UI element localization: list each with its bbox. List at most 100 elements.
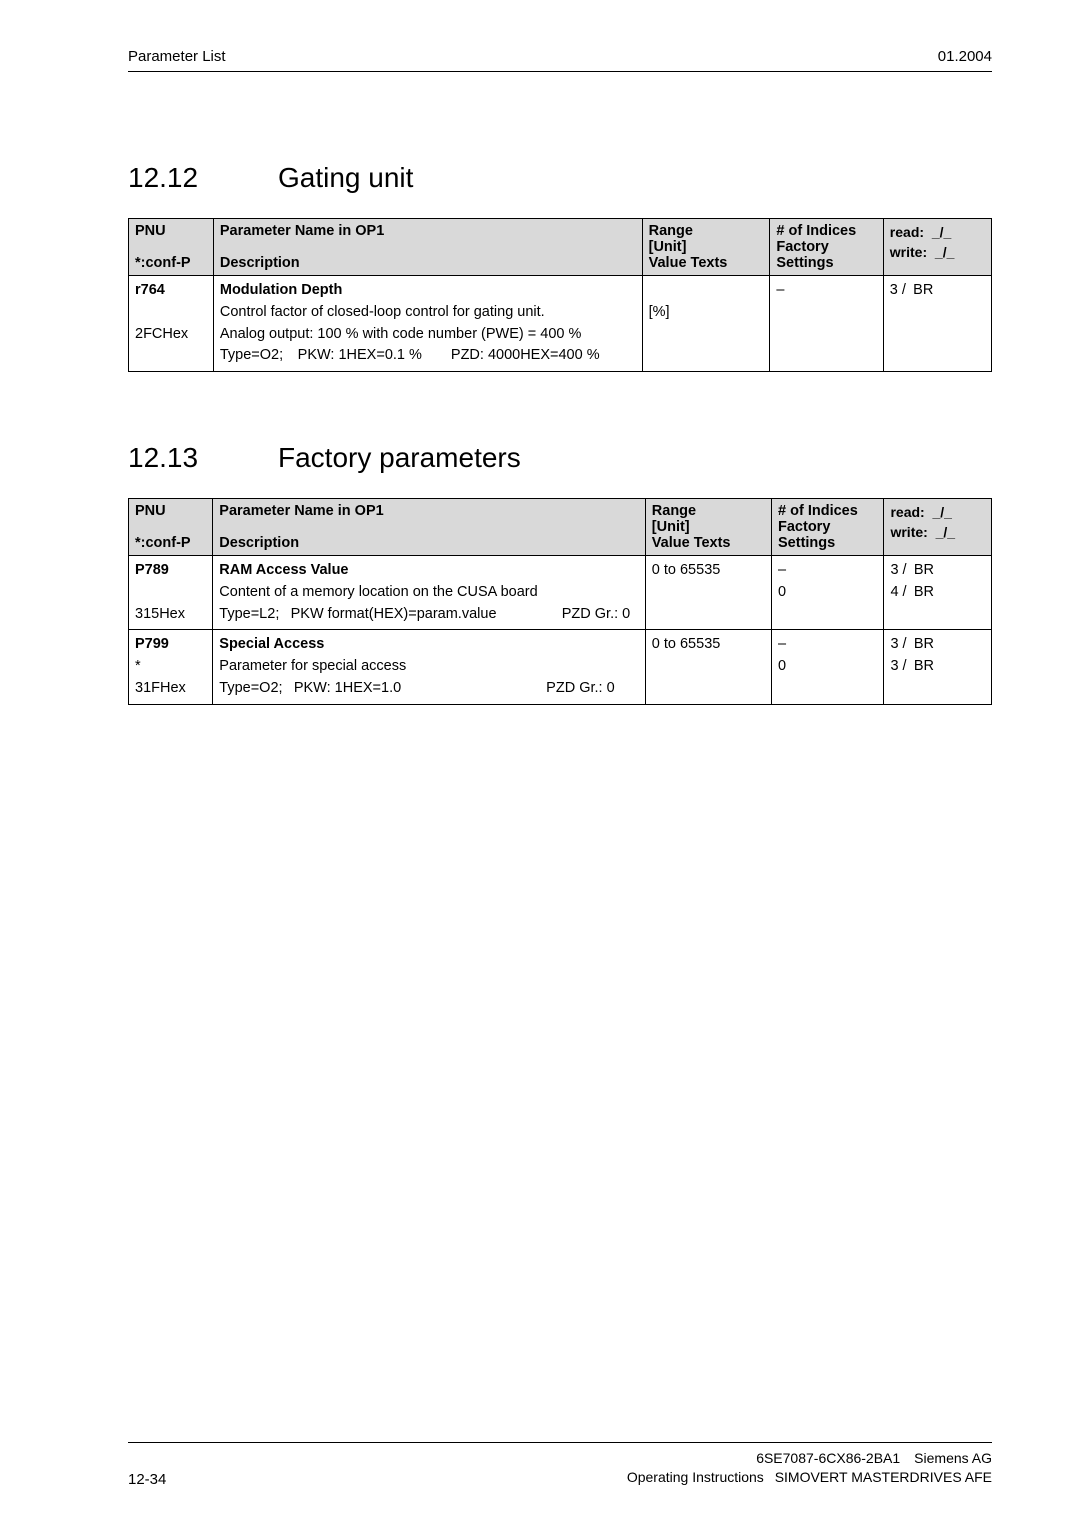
th-range-label: Range: [652, 503, 696, 519]
th-write-suffix: _/_: [935, 244, 954, 260]
rw-value: 4 / BR: [890, 584, 934, 600]
cell-range: 0 to 65535: [645, 556, 771, 630]
ind-line: –: [778, 562, 786, 578]
table-row: P799 * 31FHex Special Access Parameter f…: [129, 630, 992, 704]
param-title: Modulation Depth: [220, 282, 342, 298]
range-line: [%]: [649, 304, 670, 320]
pnu-hex: 315Hex: [135, 606, 185, 622]
section-title: Factory parameters: [278, 442, 521, 473]
cell-rw: 3 / BR 3 / BR: [884, 630, 992, 704]
table-factory-parameters: PNU *:conf-P Parameter Name in OP1 Descr…: [128, 498, 992, 705]
ind-line: 0: [778, 584, 786, 600]
th-ind-sub1: Factory: [778, 519, 830, 535]
th-write-suffix: _/_: [936, 524, 955, 540]
footer-bar: 12-34 6SE7087-6CX86-2BA1 Siemens AG Oper…: [128, 1442, 992, 1488]
footer-right: 6SE7087-6CX86-2BA1 Siemens AG Operating …: [627, 1449, 992, 1488]
th-write-label: write:: [890, 524, 927, 540]
section-heading-12-12: 12.12Gating unit: [128, 162, 992, 194]
th-pnu: PNU *:conf-P: [129, 219, 214, 276]
cell-rw: 3 / BR: [883, 276, 991, 372]
ind-line: –: [776, 282, 784, 298]
pnu-code: r764: [135, 282, 165, 298]
th-name: Parameter Name in OP1 Description: [213, 499, 646, 556]
cell-rw: 3 / BR 4 / BR: [884, 556, 992, 630]
desc-line: Parameter for special access: [219, 658, 406, 674]
range-line: 0 to 65535: [652, 636, 721, 652]
th-read-suffix: _/_: [932, 504, 951, 520]
section-num: 12.12: [128, 162, 278, 194]
desc-line: Type=O2; PKW: 1HEX=1.0 PZD Gr.: 0: [219, 680, 614, 696]
th-range: Range [Unit] Value Texts: [642, 219, 770, 276]
rw-value: 3 / BR: [890, 282, 934, 298]
th-range-sub2: Value Texts: [652, 535, 731, 551]
cell-desc: Modulation Depth Control factor of close…: [213, 276, 642, 372]
th-range: Range [Unit] Value Texts: [645, 499, 771, 556]
desc-line: Content of a memory location on the CUSA…: [219, 584, 537, 600]
th-ind-sub2: Settings: [778, 535, 835, 551]
param-title: RAM Access Value: [219, 562, 348, 578]
section-heading-12-13: 12.13Factory parameters: [128, 442, 992, 474]
th-ind-label: # of Indices: [778, 503, 858, 519]
th-ind-sub2: Settings: [776, 255, 833, 271]
cell-desc: Special Access Parameter for special acc…: [213, 630, 646, 704]
section-num: 12.13: [128, 442, 278, 474]
th-range-label: Range: [649, 223, 693, 239]
desc-line: Analog output: 100 % with code number (P…: [220, 326, 582, 342]
cell-indices: – 0: [772, 630, 884, 704]
th-indices: # of Indices Factory Settings: [772, 499, 884, 556]
th-range-sub1: [Unit]: [649, 239, 687, 255]
cell-pnu: P799 * 31FHex: [129, 630, 213, 704]
th-pnu-sub: *:conf-P: [135, 255, 191, 271]
desc-line: Type=L2; PKW format(HEX)=param.value PZD…: [219, 606, 630, 622]
footer-code: 6SE7087-6CX86-2BA1 Siemens AG: [627, 1449, 992, 1469]
param-title: Special Access: [219, 636, 324, 652]
rw-value: 3 / BR: [890, 562, 934, 578]
cell-indices: – 0: [772, 556, 884, 630]
cell-range: 0 to 65535: [645, 630, 771, 704]
ind-line: –: [778, 636, 786, 652]
cell-range: [%]: [642, 276, 770, 372]
cell-pnu: r764 2FCHex: [129, 276, 214, 372]
header-right: 01.2004: [938, 48, 992, 65]
cell-indices: –: [770, 276, 883, 372]
rw-value: 3 / BR: [890, 658, 934, 674]
pnu-hex: 31FHex: [135, 680, 186, 696]
th-rw: read: _/_ write: _/_: [883, 219, 991, 276]
th-rw: read: _/_ write: _/_: [884, 499, 992, 556]
header-left: Parameter List: [128, 48, 226, 65]
pnu-code: P799: [135, 636, 169, 652]
page-number: 12-34: [128, 1471, 166, 1488]
desc-line: Control factor of closed-loop control fo…: [220, 304, 545, 320]
th-indices: # of Indices Factory Settings: [770, 219, 883, 276]
th-range-sub2: Value Texts: [649, 255, 728, 271]
th-name-sub: Description: [220, 255, 300, 271]
desc-line: Type=O2; PKW: 1HEX=0.1 % PZD: 4000HEX=40…: [220, 347, 600, 363]
th-ind-sub1: Factory: [776, 239, 828, 255]
th-ind-label: # of Indices: [776, 223, 856, 239]
cell-desc: RAM Access Value Content of a memory loc…: [213, 556, 646, 630]
th-name-label: Parameter Name in OP1: [219, 503, 383, 519]
th-name-sub: Description: [219, 535, 299, 551]
th-pnu: PNU *:conf-P: [129, 499, 213, 556]
th-pnu-label: PNU: [135, 223, 166, 239]
table-gating-unit: PNU *:conf-P Parameter Name in OP1 Descr…: [128, 218, 992, 372]
th-write-label: write:: [890, 244, 927, 260]
pnu-mid: *: [135, 658, 141, 674]
range-line: 0 to 65535: [652, 562, 721, 578]
th-read-suffix: _/_: [932, 224, 951, 240]
rw-value: 3 / BR: [890, 636, 934, 652]
table-row: r764 2FCHex Modulation Depth Control fac…: [129, 276, 992, 372]
cell-pnu: P789 315Hex: [129, 556, 213, 630]
th-read-label: read:: [890, 224, 924, 240]
table-row: P789 315Hex RAM Access Value Content of …: [129, 556, 992, 630]
footer-line2: Operating Instructions SIMOVERT MASTERDR…: [627, 1468, 992, 1488]
th-pnu-sub: *:conf-P: [135, 535, 191, 551]
header-bar: Parameter List 01.2004: [128, 48, 992, 72]
section-title: Gating unit: [278, 162, 413, 193]
pnu-hex: 2FCHex: [135, 326, 188, 342]
pnu-code: P789: [135, 562, 169, 578]
th-name-label: Parameter Name in OP1: [220, 223, 384, 239]
th-pnu-label: PNU: [135, 503, 166, 519]
th-name: Parameter Name in OP1 Description: [213, 219, 642, 276]
th-read-label: read:: [890, 504, 924, 520]
